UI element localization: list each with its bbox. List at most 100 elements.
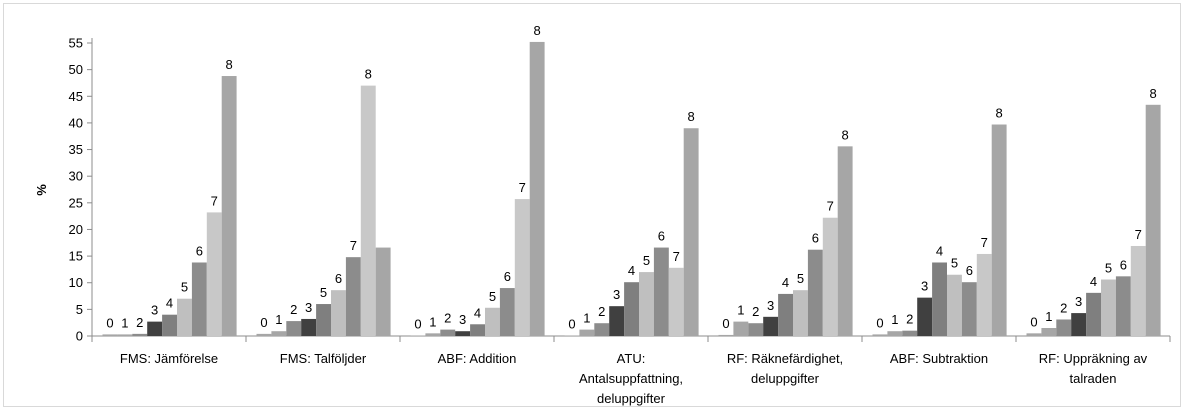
bar bbox=[932, 262, 947, 336]
category-label-line: FMS: Jämförelse bbox=[120, 351, 218, 366]
bar bbox=[1041, 328, 1057, 336]
category-label: FMS: Jämförelse bbox=[120, 351, 218, 366]
data-label: 0 bbox=[1030, 314, 1037, 329]
y-tick-label: 20 bbox=[69, 222, 83, 237]
bar bbox=[221, 76, 237, 337]
bar bbox=[961, 282, 977, 336]
bar bbox=[822, 217, 838, 336]
bar bbox=[976, 253, 992, 336]
data-label: 8 bbox=[534, 23, 541, 38]
bar bbox=[778, 293, 793, 336]
data-label: 1 bbox=[737, 303, 744, 318]
bar bbox=[639, 272, 654, 336]
data-label: 4 bbox=[166, 296, 173, 311]
data-label: 1 bbox=[583, 311, 590, 326]
bar bbox=[1130, 245, 1146, 336]
y-tick-label: 5 bbox=[76, 302, 83, 317]
category-label-line: Antalsuppfattning, bbox=[579, 371, 683, 386]
bar bbox=[117, 334, 133, 336]
bar bbox=[763, 316, 779, 336]
data-label: 6 bbox=[966, 263, 973, 278]
bar bbox=[653, 247, 669, 336]
y-tick-label: 45 bbox=[69, 89, 83, 104]
bar bbox=[683, 128, 699, 336]
data-label: 4 bbox=[474, 305, 481, 320]
data-label: 2 bbox=[1060, 300, 1067, 315]
bar bbox=[807, 249, 823, 336]
data-label: 3 bbox=[1075, 294, 1082, 309]
data-label: 4 bbox=[782, 275, 789, 290]
bar bbox=[887, 331, 903, 336]
bar bbox=[1026, 333, 1042, 336]
data-label: 6 bbox=[196, 243, 203, 258]
bar bbox=[594, 323, 610, 336]
data-label: 3 bbox=[305, 300, 312, 315]
data-label: 5 bbox=[643, 253, 650, 268]
bar bbox=[470, 324, 485, 336]
bar bbox=[624, 282, 639, 336]
data-label: 7 bbox=[211, 193, 218, 208]
data-label: 3 bbox=[459, 312, 466, 327]
data-label: 3 bbox=[151, 303, 158, 318]
bar bbox=[1086, 292, 1101, 336]
data-label: 1 bbox=[121, 315, 128, 330]
data-label: 2 bbox=[752, 304, 759, 319]
data-label: 0 bbox=[568, 316, 575, 331]
bar bbox=[668, 267, 684, 336]
bar bbox=[609, 306, 625, 336]
y-tick-label: 35 bbox=[69, 142, 83, 157]
data-label: 7 bbox=[1135, 227, 1142, 242]
category-label-line: RF: Uppräkning av bbox=[1039, 351, 1148, 366]
data-label: 6 bbox=[812, 231, 819, 246]
bar bbox=[514, 199, 530, 336]
y-tick-label: 0 bbox=[76, 329, 83, 344]
data-label: 1 bbox=[275, 312, 282, 327]
category-label-line: ABF: Subtraktion bbox=[890, 351, 988, 366]
data-label: 2 bbox=[444, 311, 451, 326]
y-tick-label: 30 bbox=[69, 169, 83, 184]
data-label: 6 bbox=[658, 229, 665, 244]
data-label: 8 bbox=[226, 57, 233, 72]
bar bbox=[375, 247, 391, 336]
data-label: 6 bbox=[504, 269, 511, 284]
data-label: 4 bbox=[936, 243, 943, 258]
data-label: 0 bbox=[876, 315, 883, 330]
bar bbox=[718, 334, 734, 336]
bar bbox=[499, 288, 515, 336]
category-label-line: ATU: bbox=[617, 351, 646, 366]
category-label-line: ABF: Addition bbox=[438, 351, 517, 366]
data-label: 1 bbox=[891, 312, 898, 327]
bar bbox=[1101, 279, 1116, 336]
bar bbox=[485, 307, 500, 336]
category-label-line: talraden bbox=[1070, 371, 1117, 386]
category-label: FMS: Talföljder bbox=[280, 351, 367, 366]
bar bbox=[345, 257, 361, 336]
data-label: 2 bbox=[906, 312, 913, 327]
data-label: 7 bbox=[827, 199, 834, 214]
bar bbox=[162, 314, 177, 336]
data-label: 6 bbox=[335, 271, 342, 286]
bar bbox=[206, 212, 222, 336]
bar bbox=[286, 321, 302, 336]
bar bbox=[331, 290, 346, 336]
data-label: 7 bbox=[981, 235, 988, 250]
y-tick-label: 10 bbox=[69, 275, 83, 290]
bar bbox=[1115, 276, 1131, 336]
data-label: 5 bbox=[181, 280, 188, 295]
bar bbox=[748, 323, 764, 336]
data-label: 6 bbox=[1120, 257, 1127, 272]
category-label: RF: Uppräkning av talraden bbox=[1039, 351, 1148, 386]
data-label: 8 bbox=[996, 106, 1003, 121]
y-tick-label: 50 bbox=[69, 62, 83, 77]
data-label: 5 bbox=[797, 271, 804, 286]
category-label: ABF: Subtraktion bbox=[890, 351, 988, 366]
bar bbox=[579, 329, 595, 336]
bar bbox=[1145, 104, 1161, 337]
bar bbox=[301, 318, 317, 336]
data-label: 2 bbox=[136, 315, 143, 330]
data-label: 1 bbox=[1045, 309, 1052, 324]
data-label: 8 bbox=[688, 109, 695, 124]
data-label: 0 bbox=[106, 315, 113, 330]
category-label: RF: Räknefärdighet, deluppgifter bbox=[727, 351, 843, 386]
bar bbox=[360, 85, 376, 336]
